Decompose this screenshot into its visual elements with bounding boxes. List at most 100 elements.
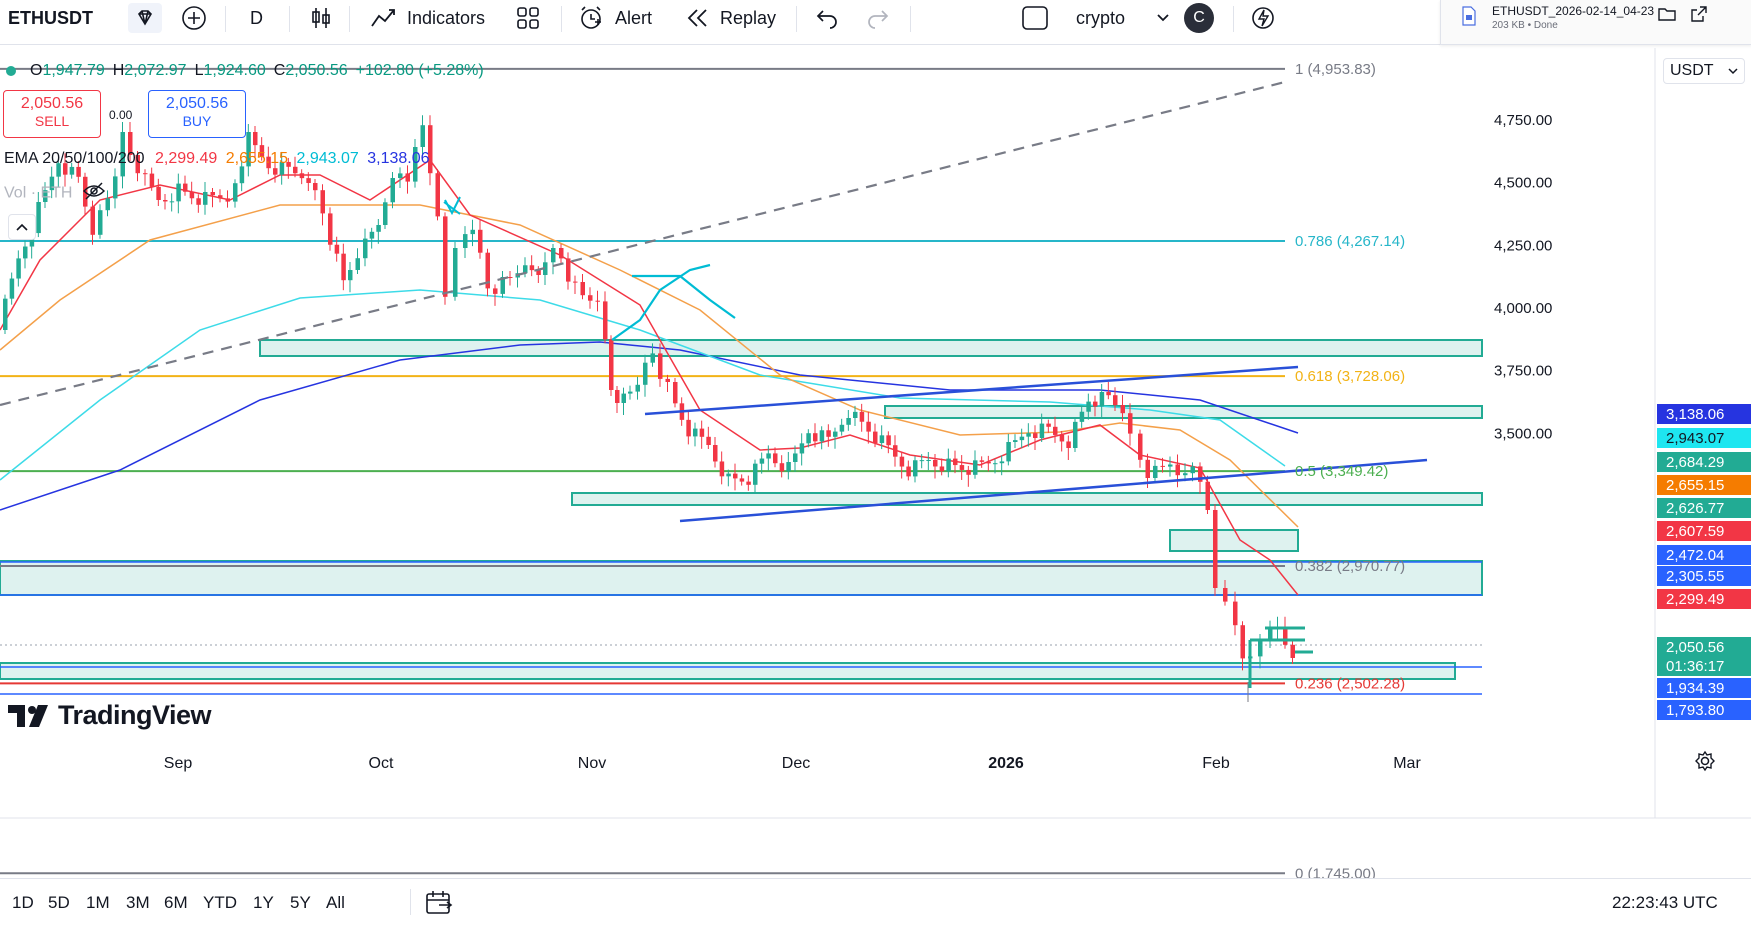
currency-selector[interactable]: USDT bbox=[1663, 58, 1745, 84]
price-axis-label: 2,305.55 bbox=[1657, 566, 1751, 586]
candle-body bbox=[993, 463, 998, 465]
price-axis-label: 2,050.56 bbox=[1657, 637, 1751, 657]
volume-legend[interactable]: Vol · ETH bbox=[4, 182, 105, 205]
range-button-3m[interactable]: 3M bbox=[126, 893, 150, 912]
tradingview-logo[interactable]: TradingView bbox=[8, 700, 212, 731]
range-button-1d[interactable]: 1D bbox=[12, 893, 34, 912]
candle-body bbox=[1079, 411, 1085, 422]
price-axis-label: 1,934.39 bbox=[1657, 678, 1751, 698]
watchlist-diamond-icon[interactable] bbox=[128, 3, 162, 33]
eye-hidden-icon[interactable] bbox=[82, 182, 105, 204]
candle-body bbox=[673, 382, 678, 404]
candle-body bbox=[529, 265, 535, 271]
candle-body bbox=[719, 461, 725, 477]
range-button-ytd[interactable]: YTD bbox=[203, 893, 237, 912]
layouts-grid-icon[interactable] bbox=[516, 0, 540, 36]
candle-body bbox=[986, 461, 991, 464]
candle-body bbox=[635, 384, 640, 392]
support-resistance-zone bbox=[571, 492, 1483, 506]
candle-body bbox=[1223, 588, 1228, 602]
layout-name-button[interactable]: crypto bbox=[1076, 7, 1126, 28]
support-resistance-zone bbox=[259, 339, 1483, 357]
file-icon bbox=[1461, 6, 1477, 31]
range-button-5y[interactable]: 5Y bbox=[290, 893, 311, 912]
utc-clock[interactable]: 22:23:43 UTC bbox=[1612, 893, 1718, 912]
indicators-icon bbox=[371, 9, 395, 27]
interval-button[interactable]: D bbox=[250, 7, 263, 28]
symbol-search[interactable]: ETHUSDT bbox=[8, 7, 93, 28]
candle-body bbox=[390, 178, 395, 203]
candle-body bbox=[588, 295, 593, 301]
range-button-1m[interactable]: 1M bbox=[86, 893, 110, 912]
chart-area[interactable]: 1 (4,953.83) 0.786 (4,267.14) 0.618 (3,728… bbox=[0, 48, 1751, 878]
price-chart[interactable]: 1 (4,953.83) 0.786 (4,267.14) 0.618 (3,728… bbox=[0, 48, 1751, 878]
candle-body bbox=[899, 456, 905, 467]
candle-body bbox=[1283, 626, 1288, 645]
indicators-button[interactable]: Indicators bbox=[370, 0, 485, 36]
candle-body bbox=[169, 201, 175, 203]
candle-body bbox=[1258, 640, 1263, 657]
candle-type-icon[interactable] bbox=[310, 0, 332, 36]
ohlc-change: +102.80 (+5.28%) bbox=[355, 62, 484, 79]
candle-body bbox=[826, 430, 831, 437]
ema100-value: 2,943.07 bbox=[296, 150, 359, 167]
range-button-all[interactable]: All bbox=[326, 893, 345, 912]
candle-body bbox=[1113, 395, 1118, 405]
candle-body bbox=[1128, 413, 1133, 434]
ohlc-l-label: L bbox=[194, 62, 204, 79]
candle-body bbox=[341, 253, 346, 281]
download-notification[interactable]: ETHUSDT_2026-02-14_04-23 203 KB • Done bbox=[1440, 0, 1751, 45]
candle-body bbox=[233, 183, 238, 202]
alert-button[interactable]: Alert bbox=[578, 0, 652, 36]
market-status-icon bbox=[6, 66, 16, 76]
candle-body bbox=[819, 430, 825, 442]
ohlc-high: 2,072.97 bbox=[124, 62, 187, 79]
currency-label: USDT bbox=[1670, 62, 1714, 79]
buy-price: 2,050.56 bbox=[165, 95, 229, 112]
download-status: 203 KB • Done bbox=[1492, 20, 1558, 31]
candle-body bbox=[98, 210, 103, 235]
candle-body bbox=[551, 248, 556, 263]
time-tick-label: Nov bbox=[578, 755, 606, 772]
layout-square-icon[interactable] bbox=[1021, 0, 1049, 36]
gear-icon[interactable] bbox=[1694, 750, 1716, 776]
replay-button[interactable]: Replay bbox=[685, 0, 776, 36]
calendar-range-icon[interactable] bbox=[425, 890, 453, 921]
curve-drawing bbox=[611, 263, 711, 341]
range-button-5d[interactable]: 5D bbox=[48, 893, 70, 912]
candle-body bbox=[866, 421, 871, 432]
support-resistance-zone bbox=[884, 405, 1483, 419]
ohlc-c-label: C bbox=[273, 62, 286, 79]
candle-body bbox=[376, 225, 381, 232]
sell-button[interactable]: 2,050.56 SELL bbox=[3, 90, 101, 138]
candle-body bbox=[9, 278, 15, 299]
open-external-icon[interactable] bbox=[1691, 6, 1707, 27]
candle-body bbox=[859, 411, 865, 422]
chevron-down-icon[interactable] bbox=[1156, 0, 1170, 36]
avatar[interactable]: C bbox=[1184, 3, 1214, 33]
candle-body bbox=[919, 460, 925, 462]
candle-body bbox=[470, 229, 475, 235]
candle-body bbox=[196, 198, 201, 205]
range-button-6m[interactable]: 6M bbox=[164, 893, 188, 912]
spread-value: 0.00 bbox=[109, 108, 133, 122]
range-button-1y[interactable]: 1Y bbox=[253, 893, 274, 912]
quick-search-icon[interactable] bbox=[1250, 0, 1276, 36]
ema-legend[interactable]: EMA 20/50/100/200 2,299.49 2,655.15 2,94… bbox=[4, 150, 430, 168]
candle-body bbox=[543, 262, 548, 275]
redo-icon[interactable] bbox=[866, 0, 890, 36]
candle-body bbox=[113, 176, 118, 199]
undo-icon[interactable] bbox=[815, 0, 839, 36]
candle-body bbox=[665, 378, 670, 382]
add-symbol-icon[interactable] bbox=[181, 0, 207, 36]
candle-body bbox=[873, 431, 878, 444]
candle-body bbox=[726, 473, 731, 477]
candle-body bbox=[926, 460, 931, 461]
candle-body bbox=[266, 156, 271, 169]
candle-body bbox=[1093, 401, 1098, 407]
volume-label: Vol · ETH bbox=[4, 184, 73, 202]
folder-icon[interactable] bbox=[1658, 6, 1676, 27]
candle-body bbox=[953, 458, 958, 466]
collapse-legend-icon[interactable] bbox=[8, 214, 36, 240]
buy-button[interactable]: 2,050.56 BUY bbox=[148, 90, 246, 138]
